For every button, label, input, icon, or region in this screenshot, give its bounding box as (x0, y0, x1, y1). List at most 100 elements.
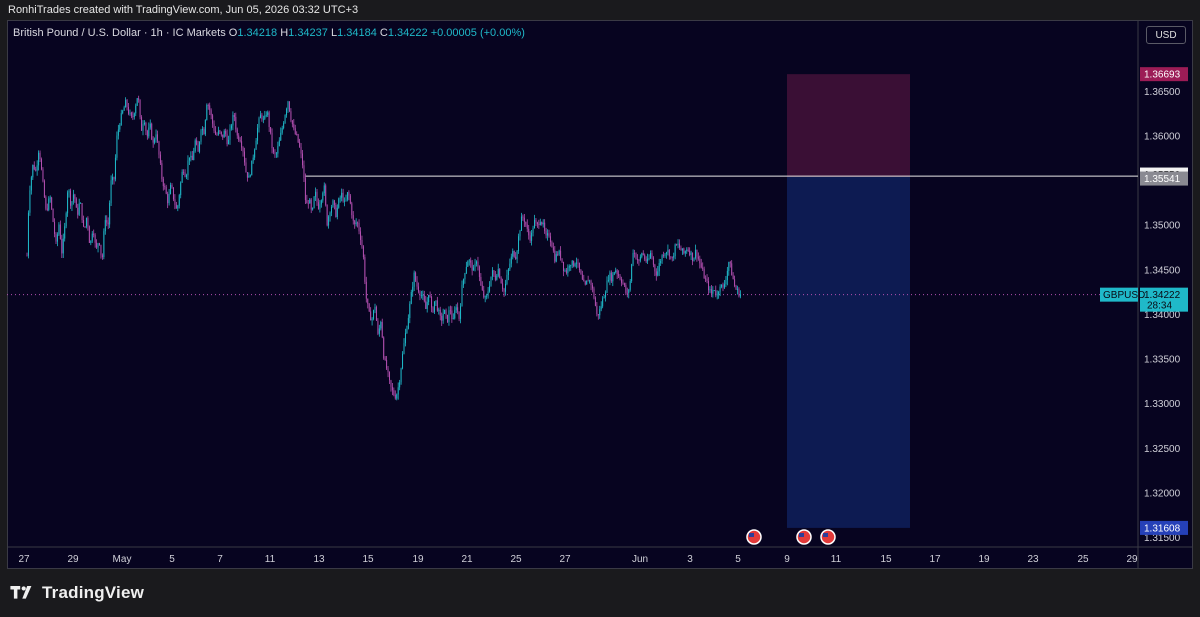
time-tick-label: 5 (169, 554, 175, 565)
candle-body (500, 277, 502, 284)
candle-body (41, 158, 42, 170)
candle-body (618, 274, 620, 276)
candle-body (728, 262, 730, 271)
time-tick-label: 19 (978, 554, 990, 565)
candle-body (547, 233, 549, 236)
candle-body (52, 208, 54, 222)
candle-body (705, 278, 707, 280)
candle-body (222, 134, 224, 138)
candle-body (212, 115, 214, 124)
candle-body (135, 105, 137, 114)
candle-body (461, 284, 463, 307)
candle-body (429, 294, 431, 297)
price-tick-label: 1.32500 (1144, 444, 1181, 455)
candle-body (280, 132, 282, 141)
candle-body (692, 252, 694, 262)
candle-body (162, 178, 164, 187)
candle-body (262, 118, 264, 120)
candle-body (275, 153, 277, 155)
candle-body (739, 294, 741, 297)
candle-body (46, 208, 48, 210)
candle-body (88, 226, 90, 243)
current-price-tag-bg (1140, 287, 1188, 312)
candle-body (365, 281, 367, 299)
candle-body (625, 285, 627, 293)
candle-body (480, 276, 482, 286)
price-tick-label: 1.32000 (1144, 488, 1181, 499)
candle-body (564, 270, 566, 272)
candle-body (399, 382, 401, 388)
currency-button[interactable]: USD (1146, 26, 1186, 44)
ohlc-close-label: C (379, 27, 388, 39)
candle-body (426, 302, 428, 309)
time-tick-label: 3 (687, 554, 693, 565)
candle-body (206, 105, 208, 121)
candle-body (441, 315, 443, 321)
candle-body (141, 117, 143, 131)
candle-body (393, 390, 395, 396)
candle-body (284, 115, 286, 124)
candle-body (674, 244, 676, 257)
ohlc-close-value: 1.34222 (387, 27, 428, 39)
candle-body (296, 134, 298, 135)
candle-body (460, 306, 462, 319)
ohlc-high-label: H (280, 27, 289, 39)
candle-body (64, 226, 66, 239)
candle-body (68, 190, 70, 193)
candle-body (623, 283, 625, 286)
candle-body (386, 359, 388, 369)
candle-body (90, 240, 92, 243)
candle-body (425, 301, 427, 309)
price-chart[interactable]: 1.36500 1.36000 1.35000 1.34500 1.34000 1.335… (7, 20, 1193, 569)
candle-body (689, 250, 691, 255)
candle-body (383, 337, 385, 359)
candle-body (345, 199, 347, 201)
candle-body (565, 270, 567, 274)
price-tick-label: 1.35000 (1144, 221, 1181, 232)
candle-body (107, 222, 109, 225)
candle-body (665, 252, 667, 254)
candle-body (80, 203, 82, 204)
symbol-name[interactable]: British Pound / U.S. Dollar · 1h · IC Ma… (13, 27, 226, 39)
candle-body (673, 256, 675, 258)
candle-body (42, 169, 44, 182)
candle-body (236, 129, 238, 136)
candle-body (248, 175, 250, 178)
candle-body (315, 191, 317, 197)
candle-body (534, 219, 535, 229)
candle-body (532, 228, 534, 233)
take-profit-zone[interactable] (787, 176, 910, 528)
candle-body (226, 133, 228, 145)
price-tick-label: 1.33500 (1144, 355, 1181, 366)
candle-body (142, 124, 144, 131)
tradingview-logo-icon (10, 586, 32, 599)
candle-body (128, 106, 129, 114)
time-tick-label: 7 (217, 554, 223, 565)
candle-body (93, 233, 95, 235)
candle-body (648, 258, 650, 260)
candle-body (300, 146, 302, 154)
candle-body (619, 275, 621, 280)
candle-body (346, 192, 348, 200)
symbol-tag: GBPUSD (1103, 290, 1145, 301)
candle-body (439, 309, 441, 316)
candle-body (138, 98, 140, 100)
candle-body (499, 268, 501, 278)
candle-body (610, 272, 612, 282)
candle-body (268, 112, 270, 128)
candle-body (420, 295, 422, 297)
candle-body (375, 307, 377, 321)
candle-body (667, 249, 669, 253)
candle-body (339, 197, 341, 199)
candle-body (352, 215, 354, 221)
stop-loss-zone[interactable] (787, 74, 910, 177)
candle-body (84, 226, 86, 228)
candle-body (188, 157, 190, 161)
candle-body (451, 310, 453, 319)
candle-body (647, 258, 649, 262)
candle-body (574, 263, 576, 267)
candle-body (157, 134, 158, 142)
candle-body (133, 113, 135, 117)
ohlc-change-value: +0.00005 (+0.00%) (430, 27, 525, 39)
candle-body (593, 288, 595, 298)
